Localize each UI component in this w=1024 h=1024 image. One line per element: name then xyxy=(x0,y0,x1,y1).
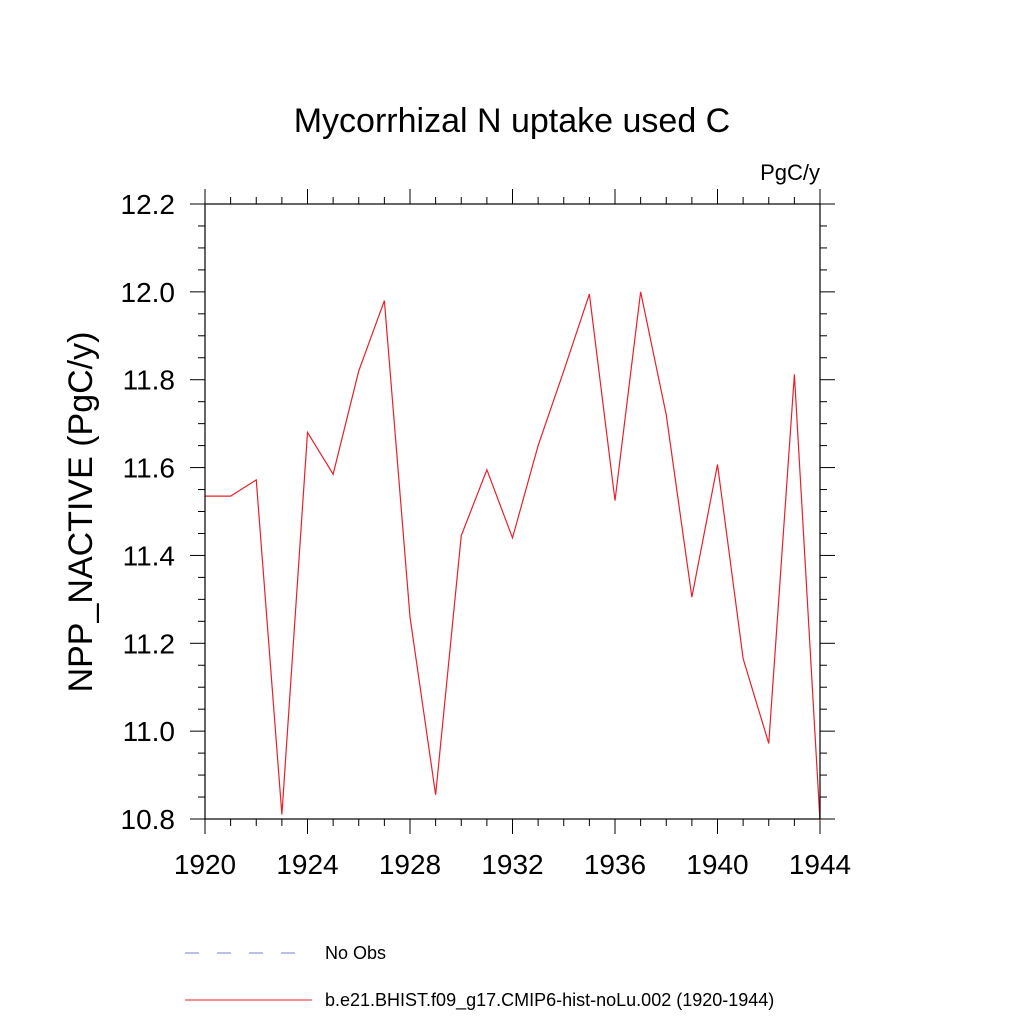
x-tick-label: 1940 xyxy=(686,849,748,880)
units-label: PgC/y xyxy=(760,160,820,185)
legend-label-model-run: b.e21.BHIST.f09_g17.CMIP6-hist-noLu.002 … xyxy=(325,990,774,1011)
x-tick-label: 1924 xyxy=(276,849,338,880)
x-tick-label: 1936 xyxy=(584,849,646,880)
series-layer xyxy=(205,291,821,822)
y-tick-label: 11.8 xyxy=(123,365,175,396)
y-axis-label: NPP_NACTIVE (PgC/y) xyxy=(62,332,100,693)
y-tick-label: 10.8 xyxy=(121,804,176,835)
y-tick-label: 12.2 xyxy=(121,189,176,220)
plot-frame xyxy=(204,203,821,820)
legend-label-no-obs: No Obs xyxy=(325,943,386,963)
y-tick-label: 12.0 xyxy=(121,277,176,308)
x-tick-label: 1932 xyxy=(481,849,543,880)
y-tick-label: 11.4 xyxy=(123,540,175,571)
x-tick-label: 1928 xyxy=(379,849,441,880)
series-line xyxy=(205,291,821,822)
axis-ticks xyxy=(190,189,835,834)
chart-title: Mycorrhizal N uptake used C xyxy=(294,102,731,140)
y-tick-label: 11.6 xyxy=(123,453,175,484)
y-tick-label: 11.2 xyxy=(123,628,175,659)
y-tick-label: 11.0 xyxy=(123,716,175,747)
x-tick-label: 1944 xyxy=(789,849,851,880)
x-tick-label: 1920 xyxy=(174,849,236,880)
axis-tick-labels: 1920 1924 1928 1932 1936 1940 1944 10.8 11.0 11.2… xyxy=(121,189,852,880)
legend: No Obs b.e21.BHIST.f09_g17.CMIP6-hist-no… xyxy=(185,943,774,1011)
